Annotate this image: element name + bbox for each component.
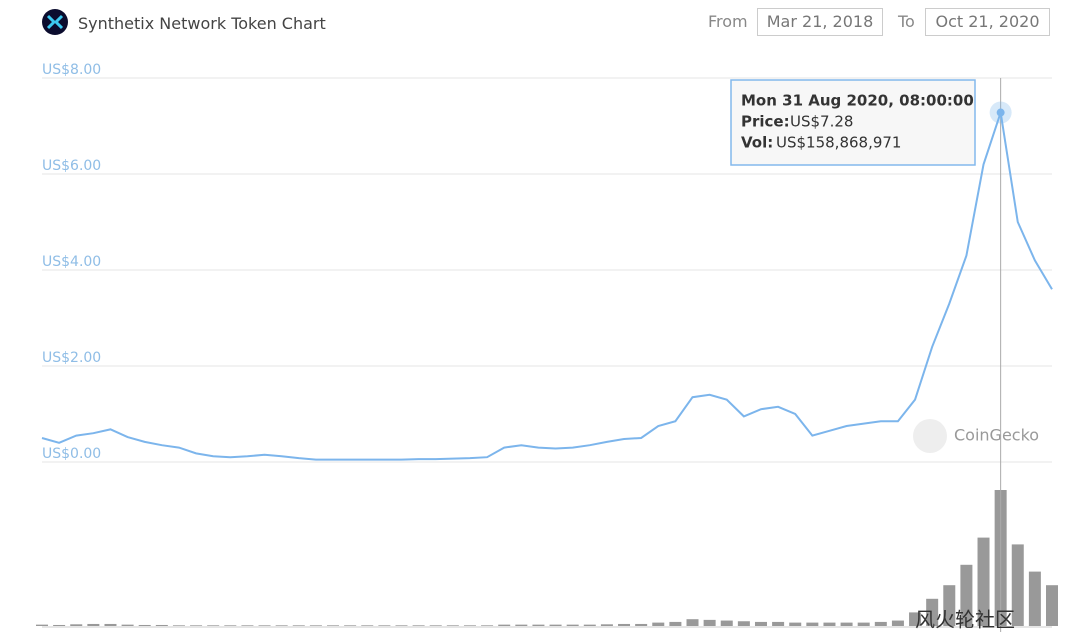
volume-bar: [121, 624, 134, 626]
volume-bar: [292, 625, 305, 626]
volume-bar: [977, 537, 990, 626]
volume-bar: [652, 622, 665, 626]
volume-bar: [190, 625, 203, 626]
tooltip-vol-label: Vol:: [741, 134, 773, 152]
volume-bar: [53, 624, 66, 626]
volume-bar: [532, 624, 545, 626]
tooltip-price-label: Price:: [741, 113, 790, 131]
volume-bar: [720, 620, 733, 626]
volume-bar: [549, 624, 562, 626]
volume-bar: [463, 625, 476, 626]
volume-bar: [686, 619, 699, 626]
volume-bar: [618, 623, 631, 626]
volume-bar: [70, 624, 83, 626]
hover-point: [996, 108, 1005, 117]
volume-bar: [361, 625, 374, 626]
y-tick-label: US$4.00: [42, 254, 101, 270]
volume-bar: [635, 623, 648, 626]
volume-bar: [943, 585, 956, 626]
volume-bar: [378, 625, 391, 626]
volume-bar: [104, 623, 117, 626]
watermark-logo: [913, 419, 947, 453]
volume-bar: [772, 621, 785, 626]
volume-bar: [1011, 544, 1024, 626]
from-input[interactable]: Mar 21, 2018: [757, 8, 883, 36]
volume-bar: [566, 624, 579, 626]
volume-bar: [412, 625, 425, 626]
volume-bar: [737, 621, 750, 626]
volume-bar: [1028, 571, 1041, 626]
volume-bar: [172, 625, 185, 626]
volume-bar: [857, 622, 870, 626]
y-tick-label: US$0.00: [42, 446, 101, 462]
volume-bar: [926, 598, 939, 626]
from-label: From: [708, 12, 748, 31]
volume-bar: [498, 624, 511, 626]
price-line: [41, 112, 1053, 461]
volume-bar: [754, 621, 767, 626]
volume-bar: [703, 619, 716, 626]
logo-mark: [46, 14, 64, 30]
watermark: CoinGecko: [954, 426, 1039, 445]
y-tick-label: US$2.00: [42, 350, 101, 366]
volume-bar: [806, 622, 819, 626]
volume-bar: [87, 623, 100, 626]
footer-watermark: 风火轮社区: [915, 608, 1015, 632]
volume-bar: [155, 624, 168, 626]
volume-bar: [840, 622, 853, 626]
volume-bar: [344, 625, 357, 626]
volume-bar: [446, 625, 459, 626]
tooltip-box: [730, 79, 976, 166]
volume-bar: [36, 624, 48, 626]
chart-title: Synthetix Network Token Chart: [78, 14, 326, 33]
tooltip-vol: US$158,868,971: [776, 134, 901, 152]
volume-bar: [275, 625, 288, 626]
volume-bar: [241, 625, 254, 626]
y-tick-label: US$6.00: [42, 158, 101, 174]
volume-bar: [258, 625, 271, 626]
volume-bar: [600, 624, 613, 626]
volume-bar: [960, 564, 973, 626]
volume-bar: [481, 625, 494, 626]
tooltip-date: Mon 31 Aug 2020, 08:00:00: [741, 92, 974, 110]
volume-bar: [309, 625, 322, 626]
volume-bar: [429, 625, 442, 626]
tooltip-price: US$7.28: [790, 113, 853, 131]
to-label: To: [898, 12, 915, 31]
volume-bar: [909, 612, 922, 626]
volume-bar: [583, 624, 596, 626]
volume-bar: [789, 622, 802, 626]
y-tick-label: US$8.00: [42, 62, 101, 78]
volume-bar: [874, 621, 887, 626]
volume-bar: [823, 622, 836, 626]
volume-bar: [138, 624, 151, 626]
volume-bar: [224, 625, 237, 626]
volume-bar: [395, 625, 408, 626]
volume-bar: [327, 625, 340, 626]
volume-bar: [1046, 585, 1058, 626]
volume-bar: [891, 620, 904, 626]
volume-bar: [207, 625, 220, 626]
volume-bar: [515, 624, 528, 626]
to-input[interactable]: Oct 21, 2020: [925, 8, 1050, 36]
volume-bar: [669, 621, 682, 626]
